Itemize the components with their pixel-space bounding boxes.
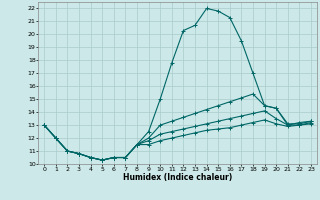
X-axis label: Humidex (Indice chaleur): Humidex (Indice chaleur) — [123, 173, 232, 182]
